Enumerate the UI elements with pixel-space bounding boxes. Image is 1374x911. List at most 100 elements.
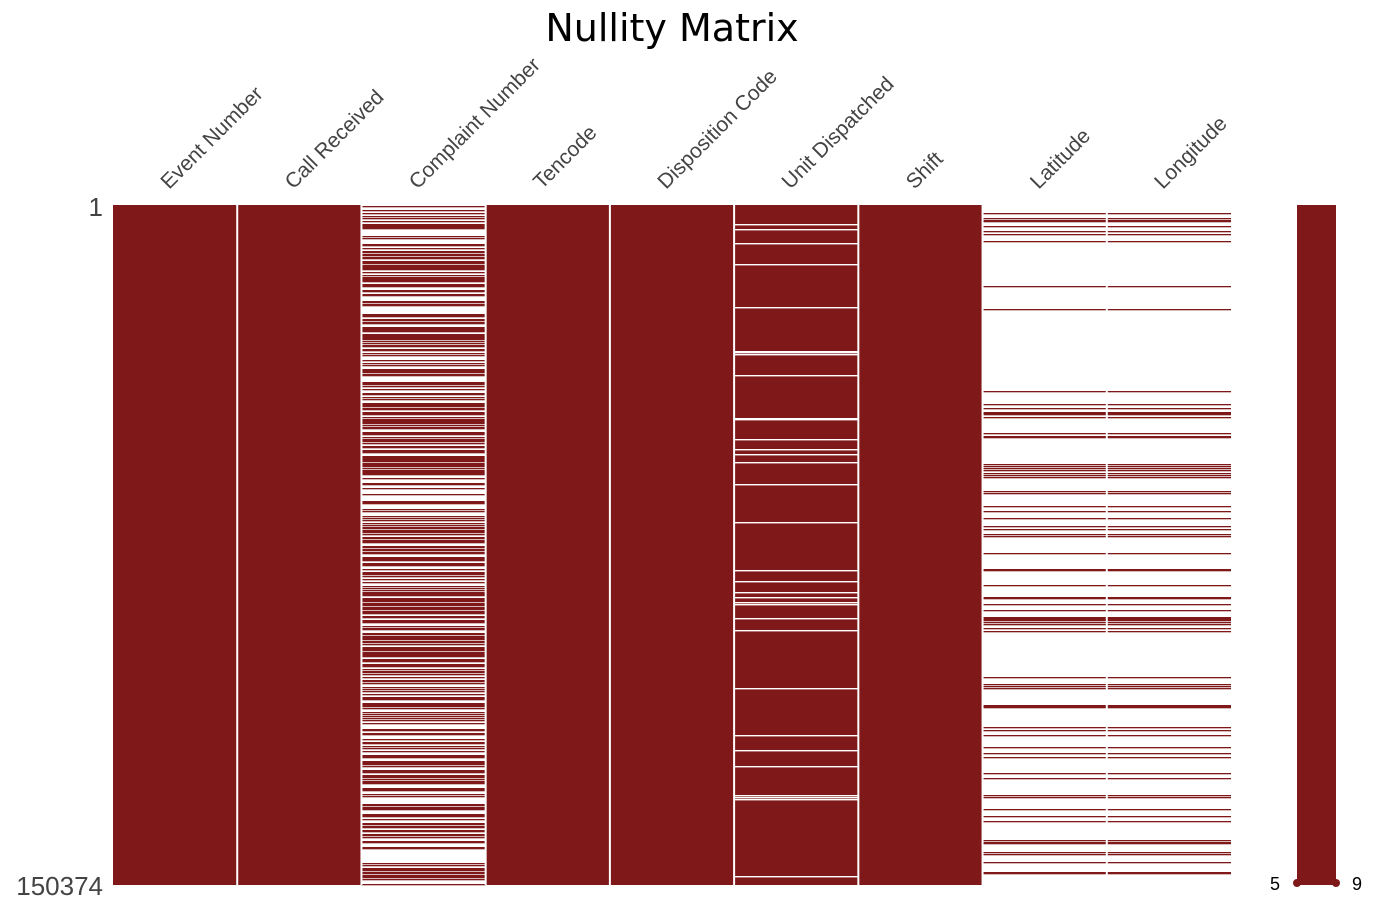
filled-line bbox=[361, 460, 486, 462]
filled-line bbox=[361, 345, 486, 347]
filled-line bbox=[361, 879, 486, 881]
filled-line bbox=[361, 412, 486, 414]
filled-line bbox=[1106, 598, 1231, 600]
filled-line bbox=[361, 743, 486, 745]
filled-line bbox=[361, 598, 486, 600]
filled-line bbox=[361, 301, 486, 303]
filled-line bbox=[361, 227, 486, 229]
filled-line bbox=[361, 779, 486, 781]
filled-line bbox=[361, 789, 486, 791]
filled-line bbox=[361, 206, 486, 208]
filled-line bbox=[361, 323, 486, 325]
filled-line bbox=[361, 337, 486, 339]
filled-line bbox=[361, 703, 486, 705]
filled-line bbox=[1106, 686, 1231, 688]
filled-line bbox=[361, 470, 486, 472]
filled-line bbox=[361, 809, 486, 811]
filled-line bbox=[361, 349, 486, 351]
filled-line bbox=[361, 534, 486, 536]
missing-line bbox=[734, 604, 859, 606]
sparkline-min-label: 5 bbox=[1270, 874, 1280, 894]
filled-line bbox=[361, 531, 486, 533]
filled-line bbox=[361, 370, 486, 372]
column-event-number bbox=[113, 205, 238, 885]
missing-line bbox=[734, 766, 859, 768]
missing-line bbox=[734, 449, 859, 451]
missing-line bbox=[734, 795, 859, 797]
filled-line bbox=[361, 593, 486, 595]
filled-line bbox=[361, 734, 486, 736]
filled-line bbox=[361, 403, 486, 405]
missing-line bbox=[734, 419, 859, 421]
missing-line bbox=[734, 797, 859, 799]
filled-line bbox=[982, 610, 1107, 612]
filled-line bbox=[361, 422, 486, 424]
filled-line bbox=[1106, 218, 1231, 220]
filled-line bbox=[361, 421, 486, 423]
filled-line bbox=[361, 761, 486, 763]
filled-line bbox=[361, 210, 486, 212]
filled-line bbox=[361, 639, 486, 641]
filled-line bbox=[361, 680, 486, 682]
sparkline-min-dot bbox=[1293, 879, 1301, 887]
filled-line bbox=[982, 852, 1107, 854]
filled-line bbox=[361, 762, 486, 764]
filled-line bbox=[1106, 852, 1231, 854]
filled-line bbox=[361, 350, 486, 352]
filled-line bbox=[1106, 473, 1231, 475]
filled-line bbox=[982, 437, 1107, 439]
column-label: Event Number bbox=[156, 82, 267, 193]
filled-line bbox=[361, 322, 486, 324]
filled-line bbox=[982, 226, 1107, 228]
filled-line bbox=[982, 727, 1107, 729]
filled-line bbox=[1106, 231, 1231, 233]
filled-line bbox=[361, 869, 486, 871]
filled-line bbox=[361, 406, 486, 408]
column-call-received bbox=[237, 205, 362, 885]
filled-line bbox=[361, 683, 486, 685]
filled-line bbox=[361, 446, 486, 448]
filled-line bbox=[1106, 414, 1231, 416]
filled-line bbox=[361, 594, 486, 596]
filled-line bbox=[982, 597, 1107, 599]
column-label: Latitude bbox=[1026, 124, 1095, 193]
filled-line bbox=[1106, 631, 1231, 633]
missing-line bbox=[734, 351, 859, 353]
filled-line bbox=[361, 335, 486, 337]
filled-block bbox=[858, 205, 983, 885]
filled-line bbox=[1106, 854, 1231, 856]
filled-line bbox=[982, 585, 1107, 587]
missing-line bbox=[734, 581, 859, 583]
filled-line bbox=[1106, 624, 1231, 626]
filled-line bbox=[361, 582, 486, 584]
filled-line bbox=[982, 757, 1107, 759]
filled-line bbox=[361, 528, 486, 530]
missing-line bbox=[734, 375, 859, 377]
column-label: Disposition Code bbox=[653, 65, 782, 194]
filled-line bbox=[1106, 597, 1231, 599]
filled-line bbox=[1106, 470, 1231, 472]
filled-line bbox=[982, 686, 1107, 688]
filled-line bbox=[361, 420, 486, 422]
filled-line bbox=[361, 621, 486, 623]
filled-line bbox=[1106, 417, 1231, 419]
column-label: Call Received bbox=[281, 86, 389, 194]
filled-line bbox=[361, 641, 486, 643]
filled-line bbox=[1106, 241, 1231, 243]
filled-line bbox=[361, 699, 486, 701]
filled-line bbox=[1106, 511, 1231, 513]
filled-line bbox=[361, 343, 486, 345]
filled-line bbox=[361, 263, 486, 265]
filled-line bbox=[1106, 464, 1231, 466]
filled-line bbox=[361, 590, 486, 592]
filled-line bbox=[361, 553, 486, 555]
filled-line bbox=[361, 252, 486, 254]
filled-line bbox=[361, 729, 486, 731]
filled-line bbox=[361, 804, 486, 806]
filled-line bbox=[361, 770, 486, 772]
filled-line bbox=[361, 848, 486, 850]
filled-line bbox=[361, 824, 486, 826]
filled-line bbox=[982, 286, 1107, 288]
filled-line bbox=[1106, 873, 1231, 875]
filled-line bbox=[361, 441, 486, 443]
